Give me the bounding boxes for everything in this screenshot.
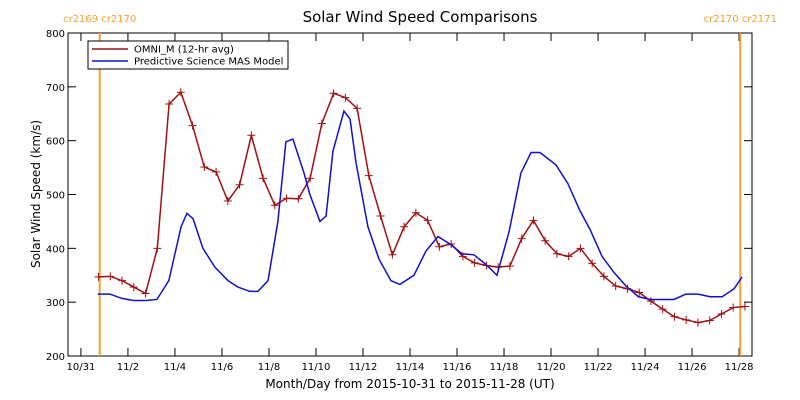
data-point [341,93,350,102]
data-point [294,194,303,203]
data-point [517,234,526,243]
data-point [611,282,620,291]
data-point [212,167,221,176]
x-tick-label: 11/16 [443,362,472,373]
data-point [658,305,667,314]
data-point [599,272,608,281]
data-point [588,259,597,268]
x-tick-label: 11/22 [584,362,613,373]
data-point [200,163,209,172]
x-tick-label: 11/8 [258,362,280,373]
series-line [98,90,746,324]
plot-frame [67,32,753,357]
data-point [165,100,174,109]
data-point [176,88,185,97]
x-tick-label: 11/18 [490,362,519,373]
legend-box [87,40,289,70]
y-tick-label: 600 [46,137,65,148]
x-tick-label: 11/2 [117,362,139,373]
x-tick-label: 11/26 [678,362,707,373]
data-point [270,201,279,210]
data-point [693,318,702,327]
data-point [670,312,679,321]
data-point [247,131,256,140]
data-point [423,216,432,225]
x-tick-label: 11/6 [211,362,233,373]
x-tick-label: 11/4 [164,362,186,373]
data-point [129,283,138,292]
data-point [364,171,373,180]
data-point [353,104,362,113]
x-tick-label: 11/28 [725,362,754,373]
x-tick-label: 10/31 [67,362,96,373]
series-line [97,109,743,302]
x-tick-label: 11/10 [302,362,331,373]
y-tick-label: 200 [46,352,65,363]
data-point [411,208,420,217]
data-point [505,262,514,271]
x-tick-label: 11/12 [349,362,378,373]
y-tick-label: 700 [46,83,65,94]
data-point [141,289,150,298]
data-point [564,252,573,261]
x-axis-label: Month/Day from 2015-10-31 to 2015-11-28 … [265,377,554,391]
y-tick-label: 500 [46,191,65,202]
data-point [388,250,397,259]
chart-title: Solar Wind Speed Comparisons [303,8,538,26]
data-point [529,216,538,225]
data-point [329,89,338,98]
data-point [705,316,714,325]
data-point [118,276,127,285]
data-point [317,119,326,128]
y-tick-label: 400 [46,244,65,255]
x-tick-label: 11/24 [631,362,660,373]
y-tick-label: 800 [46,29,65,40]
data-point [400,222,409,231]
data-point [376,212,385,221]
data-point [306,174,315,183]
data-point [188,121,197,130]
data-point [106,272,115,281]
x-tick-label: 11/14 [396,362,425,373]
data-point [635,288,644,297]
data-point [435,242,444,251]
annotation: cr2169 cr2170 [63,14,136,25]
data-point [235,180,244,189]
data-point [740,302,749,311]
y-axis-label: Solar Wind Speed (km/s) [29,120,43,268]
data-point [646,297,655,306]
data-point [282,194,291,203]
y-tick-label: 300 [46,298,65,309]
data-point [153,244,162,253]
data-point [470,258,479,267]
data-point [541,236,550,245]
x-tick-label: 11/20 [537,362,566,373]
legend-label: Predictive Science MAS Model [134,57,283,68]
data-point [223,196,232,205]
legend-label: OMNI_M (12-hr avg) [134,45,234,56]
data-point [552,249,561,258]
data-point [682,315,691,324]
annotation: cr2170 cr2171 [704,14,777,25]
data-point [717,310,726,319]
data-point [576,244,585,253]
data-point [94,272,103,281]
data-point [729,303,738,312]
data-point [259,174,268,183]
